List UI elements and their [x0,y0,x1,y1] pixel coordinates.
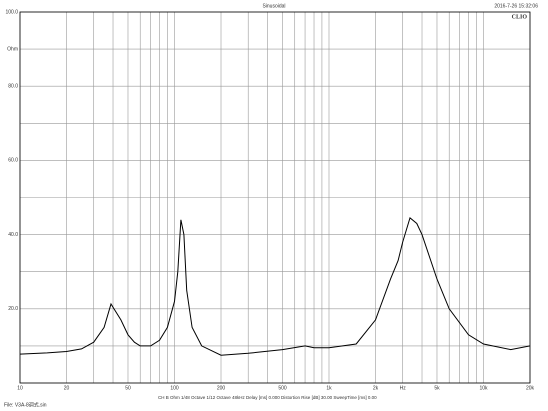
impedance-curve [19,217,531,356]
title: Sinusoidal [262,3,285,9]
file-name: File: V3A-8调式.sin [4,401,47,408]
y-tick-label: 60.0 [8,158,18,164]
x-tick-label: Hz [400,385,407,391]
logo: CLIO [512,14,528,20]
x-tick-label: 1k [326,385,332,391]
x-tick-label: 500 [278,385,287,391]
x-tick-label: 50 [125,385,131,391]
y-tick-label: 100.0 [5,9,18,15]
plot-frame [19,11,531,384]
x-tick-label: 20 [64,385,70,391]
x-tick-label: 10 [17,385,23,391]
x-tick-label: 100 [170,385,179,391]
y-tick-label: Ohm [7,46,18,52]
x-tick-label: 20k [526,385,535,391]
settings: CH B Ohm 1/48 Octave 1/12 Octave 48kHz D… [158,395,377,400]
x-tick-label: 5k [434,385,440,391]
x-tick-label: 200 [217,385,226,391]
y-tick-label: 20.0 [8,306,18,312]
timestamp: 2016-7-26 15:32:06 [494,3,538,9]
y-tick-label: 40.0 [8,232,18,238]
x-tick-label: 10k [479,385,488,391]
x-tick-label: 2k [373,385,379,391]
y-tick-label: 80.0 [8,84,18,90]
